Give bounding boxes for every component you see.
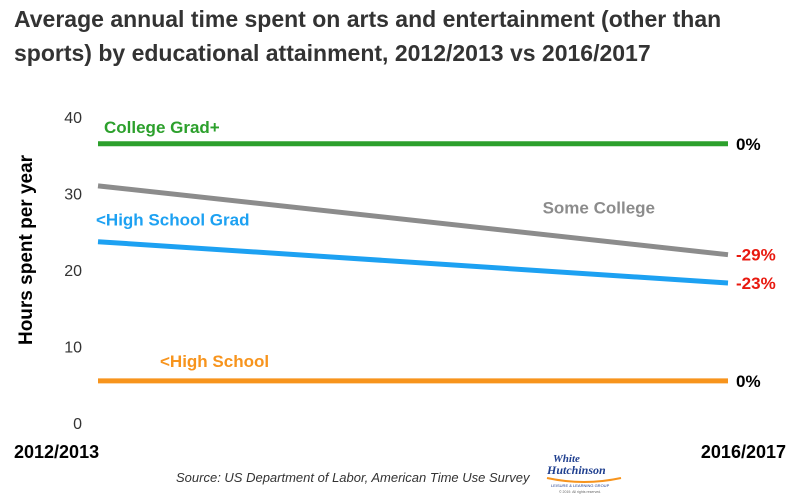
series-labels: College Grad+ Some College <High School Gr… bbox=[96, 118, 655, 371]
change-label: -23% bbox=[736, 274, 776, 293]
series-line bbox=[97, 239, 729, 286]
y-tick-label: 40 bbox=[64, 110, 82, 127]
company-logo: White Hutchinson LEISURE & LEARNING GROU… bbox=[545, 448, 623, 496]
logo-line2: Hutchinson bbox=[546, 463, 606, 477]
x-tick-label: 2016/2017 bbox=[701, 442, 786, 462]
chart-title: Average annual time spent on arts and en… bbox=[14, 6, 722, 66]
change-label: -29% bbox=[736, 246, 776, 265]
y-tick-label: 0 bbox=[73, 416, 82, 433]
change-labels: 0% -29% -23% 0% bbox=[736, 135, 776, 391]
y-tick-label: 10 bbox=[64, 340, 82, 357]
y-tick-label: 30 bbox=[64, 187, 82, 204]
series-name-label: <High School bbox=[160, 352, 269, 371]
series-name-label: Some College bbox=[543, 198, 655, 217]
logo-tagline: LEISURE & LEARNING GROUP bbox=[551, 483, 610, 488]
series-line bbox=[97, 183, 729, 258]
series-name-label: <High School Grad bbox=[96, 211, 250, 230]
y-axis-ticks: 0 10 20 30 40 bbox=[64, 110, 82, 433]
change-label: 0% bbox=[736, 372, 761, 391]
source-note: Source: US Department of Labor, American… bbox=[176, 470, 530, 485]
logo-line1: White bbox=[553, 453, 580, 465]
x-tick-label: 2012/2013 bbox=[14, 442, 99, 462]
logo-copyright: © 2019. All rights reserved. bbox=[559, 490, 601, 494]
y-axis-label: Hours spent per year bbox=[16, 154, 37, 345]
y-tick-label: 20 bbox=[64, 263, 82, 280]
series-name-label: College Grad+ bbox=[104, 118, 220, 137]
change-label: 0% bbox=[736, 135, 761, 154]
x-axis-ticks: 2012/2013 2016/2017 bbox=[14, 442, 786, 462]
series-lines bbox=[97, 141, 729, 384]
